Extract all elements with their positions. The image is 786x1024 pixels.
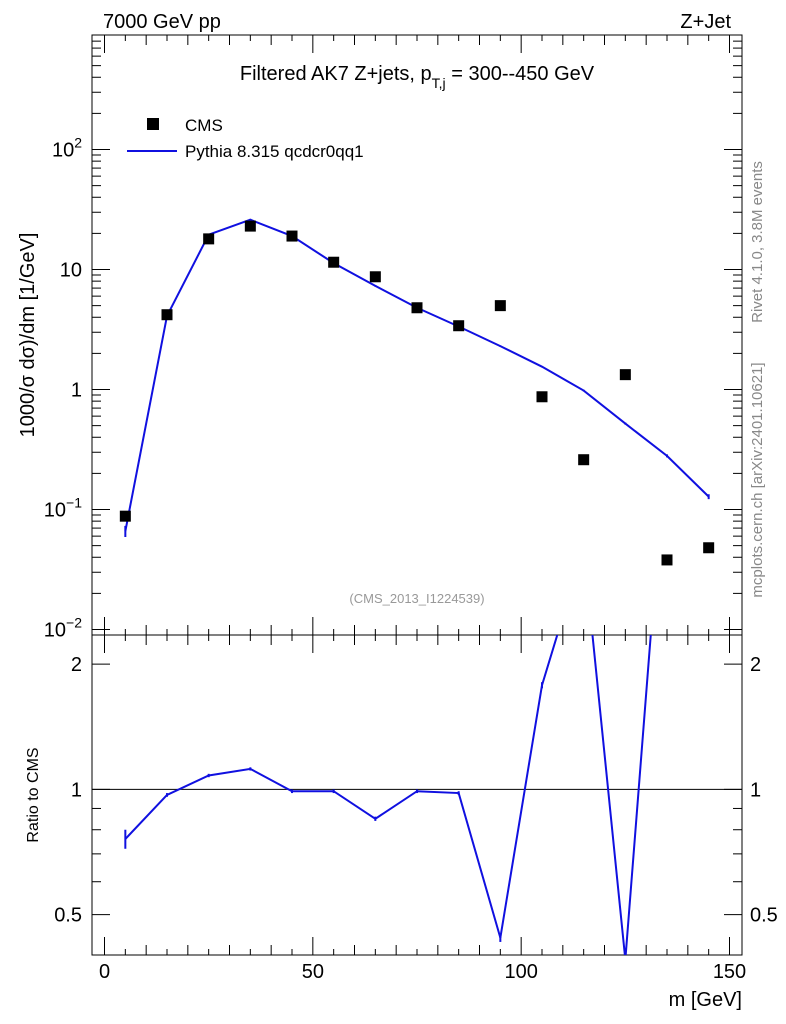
- ratio-y-tick-label-left: 2: [71, 654, 82, 676]
- cms-data-point: [286, 230, 298, 242]
- process-label: Z+Jet: [680, 11, 731, 33]
- beam-label: 7000 GeV pp: [103, 11, 221, 33]
- main-y-tick-label-exponent: −1: [66, 495, 82, 511]
- ratio-line: [124, 635, 652, 955]
- main-y-tick-label: 10−1: [44, 495, 82, 522]
- x-tick-label: 0: [99, 961, 110, 983]
- main-y-tick-label-exponent: −2: [66, 615, 82, 631]
- rivet-version-label: Rivet 4.1.0, 3.8M events: [749, 161, 766, 323]
- legend-data-marker: [147, 118, 159, 130]
- legend-data-label: CMS: [185, 116, 223, 135]
- ratio-y-tick-label-left: 0.5: [54, 905, 82, 927]
- cms-data-point: [703, 542, 715, 554]
- cms-data-point: [411, 302, 423, 314]
- ratio-series-clipped: [124, 635, 652, 955]
- main-y-tick-label: 10−2: [44, 615, 82, 642]
- main-y-tick-label-base: 10: [60, 260, 82, 282]
- main-title-subscript: T,j: [432, 75, 446, 91]
- cms-data-point: [661, 554, 673, 566]
- ratio-y-tick-label-left: 1: [71, 779, 82, 801]
- main-y-tick-label: 1: [71, 380, 82, 402]
- main-y-axis-label: 1000/σ dσ)/dm [1/GeV]: [17, 233, 39, 438]
- main-series: [119, 218, 715, 566]
- cms-data-point: [494, 300, 506, 312]
- x-tick-label: 50: [302, 961, 324, 983]
- ratio-y-tick-label-right: 2: [750, 654, 761, 676]
- cms-data-point: [161, 309, 173, 321]
- main-y-tick-label-base: 1: [71, 380, 82, 402]
- cms-data-point: [619, 369, 631, 381]
- cms-data-point: [536, 391, 548, 403]
- analysis-reference: (CMS_2013_I1224539): [349, 591, 484, 606]
- main-y-tick-label-base: 10: [52, 140, 74, 162]
- cms-data-point: [328, 256, 340, 268]
- main-y-tick-label-exponent: 2: [74, 135, 82, 151]
- mcplots-label: mcplots.cern.ch [arXiv:2401.10621]: [749, 362, 766, 597]
- cms-data-point: [119, 510, 131, 522]
- main-title-text: Filtered AK7 Z+jets, p: [240, 63, 432, 85]
- ratio-y-tick-label-right: 1: [750, 779, 761, 801]
- x-tick-label: 150: [713, 961, 746, 983]
- main-title: Filtered AK7 Z+jets, pT,j = 300--450 GeV: [240, 63, 595, 91]
- ratio-panel-frame: [91, 634, 743, 956]
- cms-data-point: [369, 271, 381, 283]
- ratio-series: [124, 635, 652, 955]
- cms-data-point: [578, 454, 590, 466]
- x-axis-label: m [GeV]: [669, 989, 742, 1011]
- legend-mc-label: Pythia 8.315 qcdcr0qq1: [185, 142, 364, 161]
- main-y-tick-label: 102: [52, 135, 82, 162]
- cms-data-point: [244, 220, 256, 232]
- cms-data-point: [453, 320, 465, 332]
- cms-data-point: [203, 233, 215, 245]
- ratio-axes: 0 50 100 150 0.5 0.5 1 1 2 2: [54, 635, 778, 983]
- main-y-tick-label-base: 10: [44, 500, 66, 522]
- main-title-tail: = 300--450 GeV: [446, 63, 595, 85]
- ratio-y-tick-label-right: 0.5: [750, 905, 778, 927]
- main-y-tick-label-base: 10: [44, 620, 66, 642]
- main-y-tick-label: 10: [60, 260, 82, 282]
- ratio-y-axis-label: Ratio to CMS: [25, 747, 42, 842]
- x-tick-label: 100: [504, 961, 537, 983]
